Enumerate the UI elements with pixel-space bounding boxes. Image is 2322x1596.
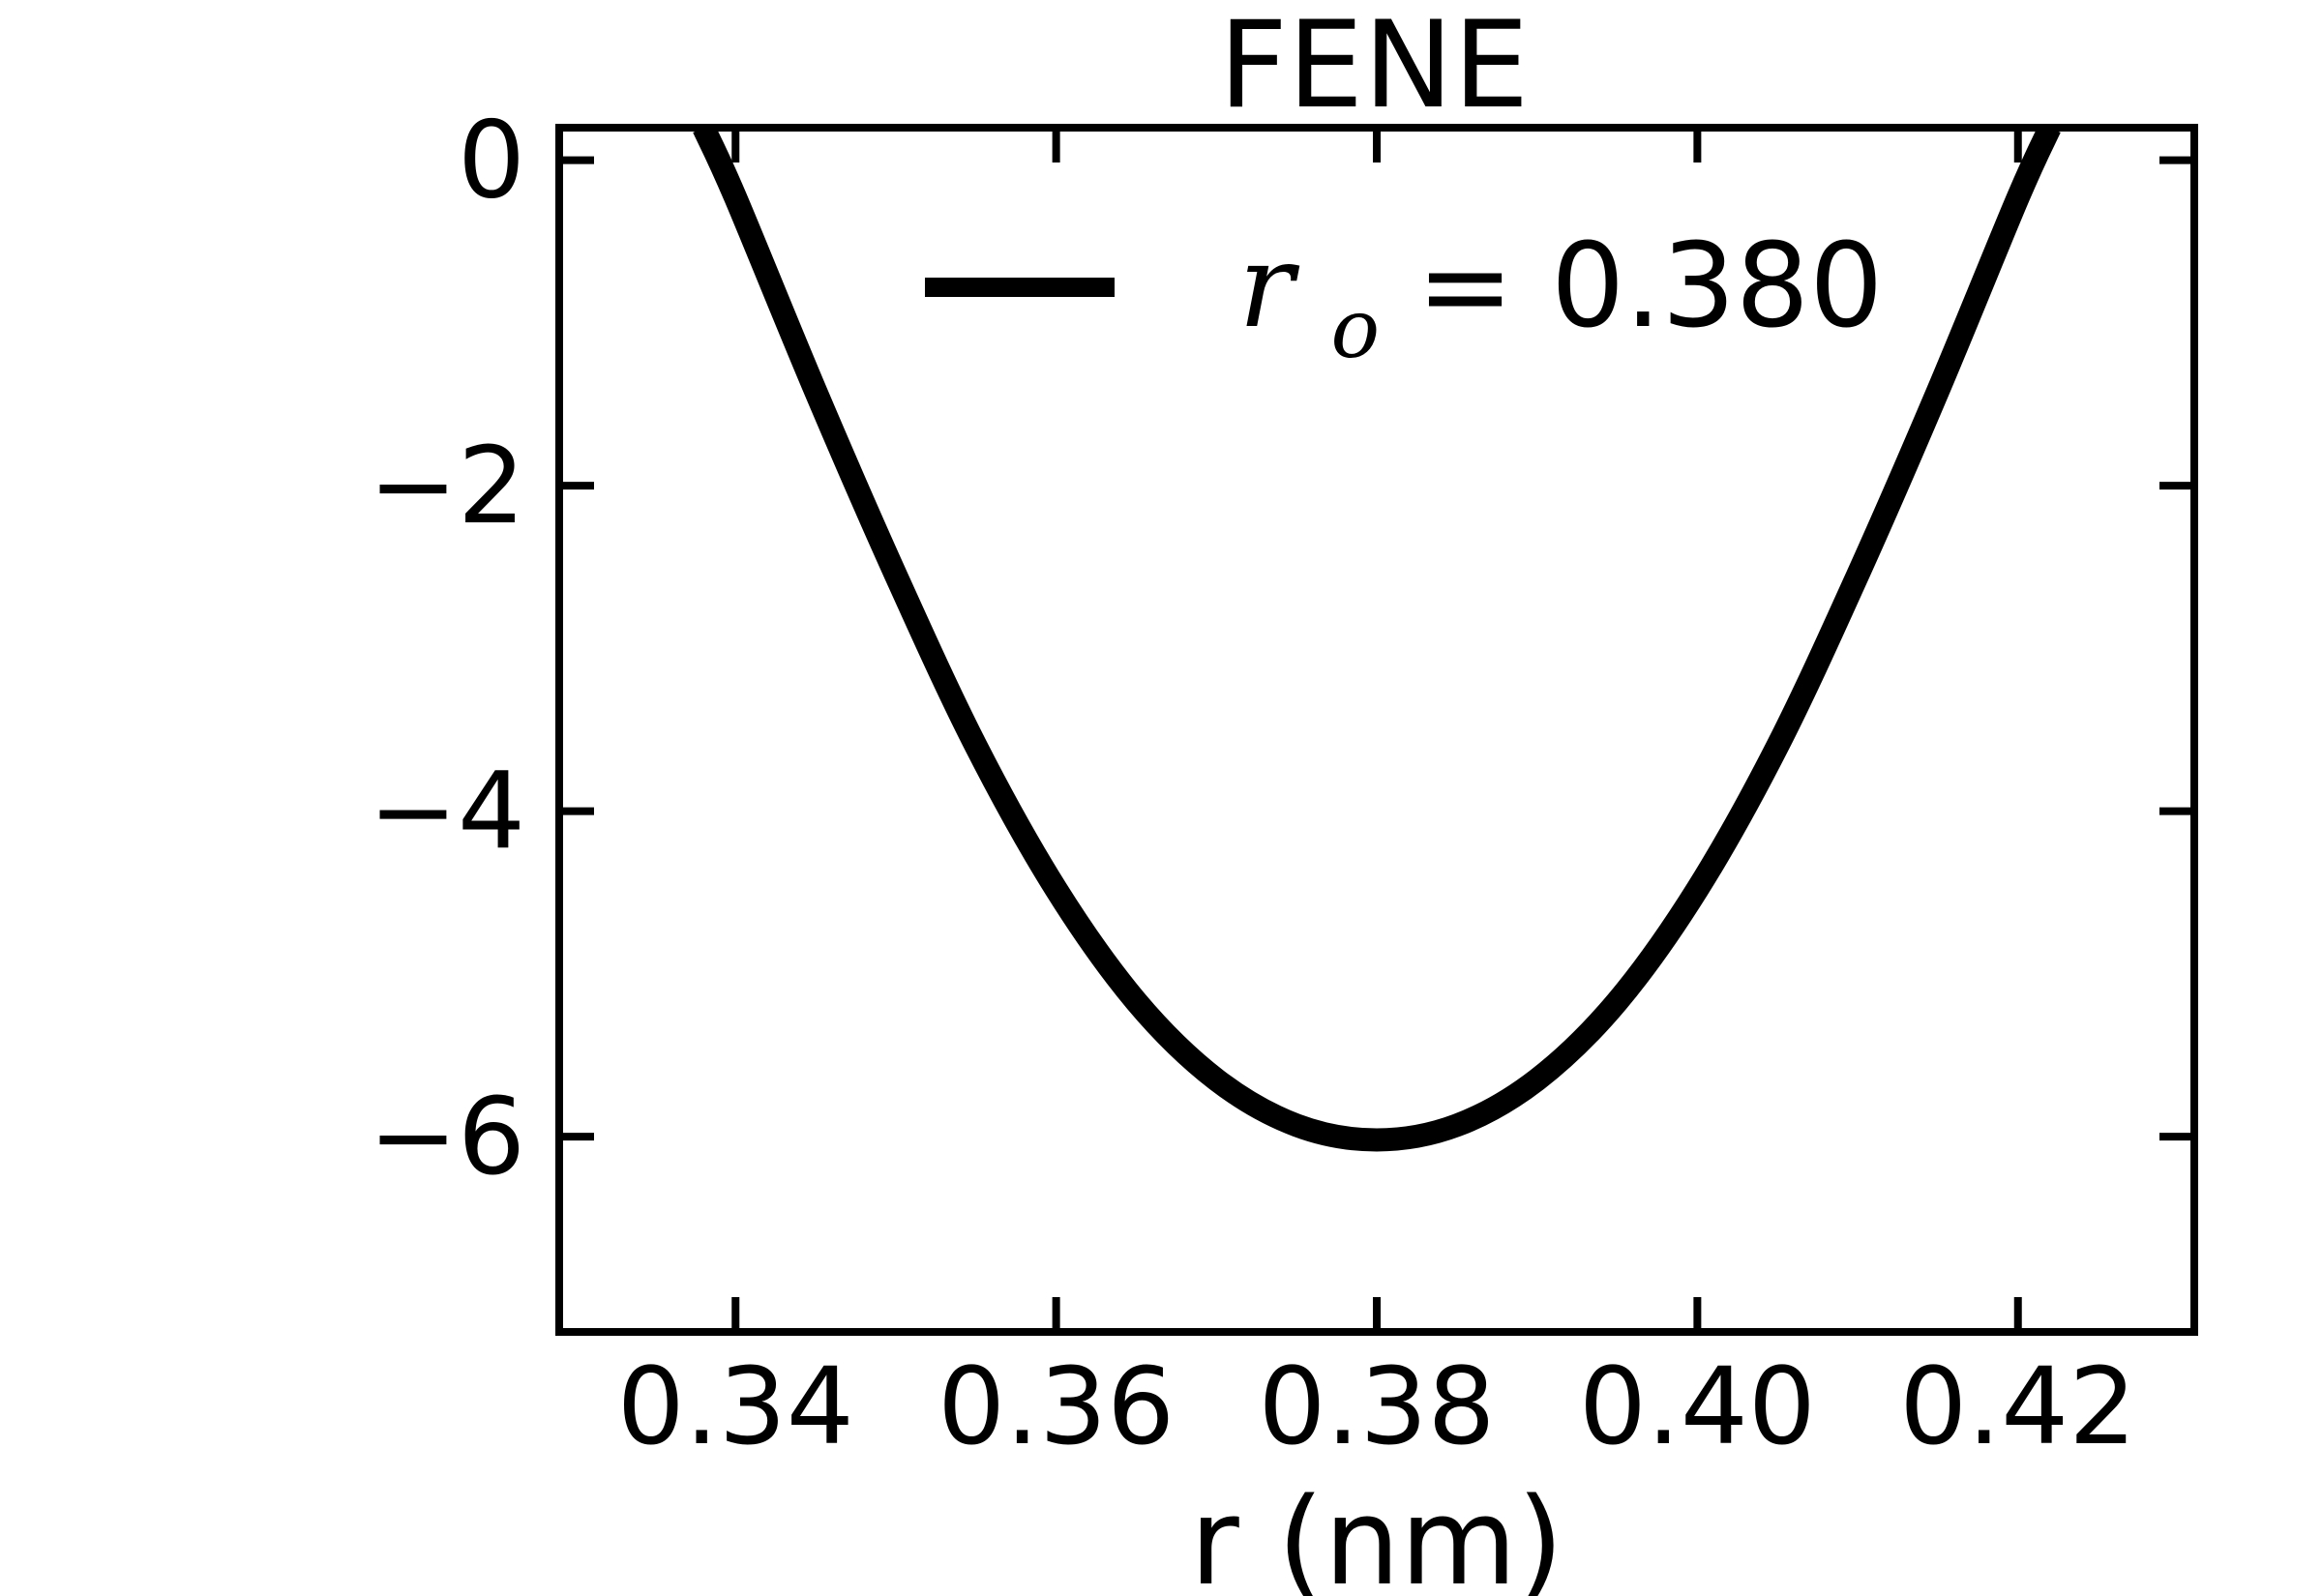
x-tick-label: 0.36 bbox=[938, 1345, 1175, 1468]
legend: r o = 0.380 bbox=[925, 220, 1884, 385]
y-tick-label: −2 bbox=[369, 424, 525, 547]
legend-subscript: o bbox=[1331, 281, 1381, 376]
x-tick-label: 0.42 bbox=[1899, 1345, 2136, 1468]
chart-title: FENE bbox=[1219, 0, 1530, 135]
legend-label: r o = 0.380 bbox=[1238, 220, 1884, 385]
x-tick-label: 0.40 bbox=[1579, 1345, 1816, 1468]
x-axis-label: r (nm) bbox=[1190, 1473, 1564, 1596]
y-tick-label: −4 bbox=[369, 750, 525, 873]
y-tick-label: 0 bbox=[458, 99, 525, 222]
series-layer bbox=[693, 128, 2061, 1152]
x-tick-label: 0.34 bbox=[617, 1345, 854, 1468]
x-axis-ticks: 0.34 0.36 0.38 0.40 0.42 bbox=[617, 128, 2136, 1468]
y-axis-ticks: 0 −2 −4 −6 bbox=[369, 99, 2194, 1198]
series-line-0 bbox=[693, 128, 2061, 1152]
legend-value-text: = 0.380 bbox=[1416, 220, 1883, 354]
x-tick-label: 0.38 bbox=[1259, 1345, 1496, 1468]
legend-symbol: r bbox=[1238, 220, 1300, 354]
y-tick-label: −6 bbox=[369, 1075, 525, 1198]
